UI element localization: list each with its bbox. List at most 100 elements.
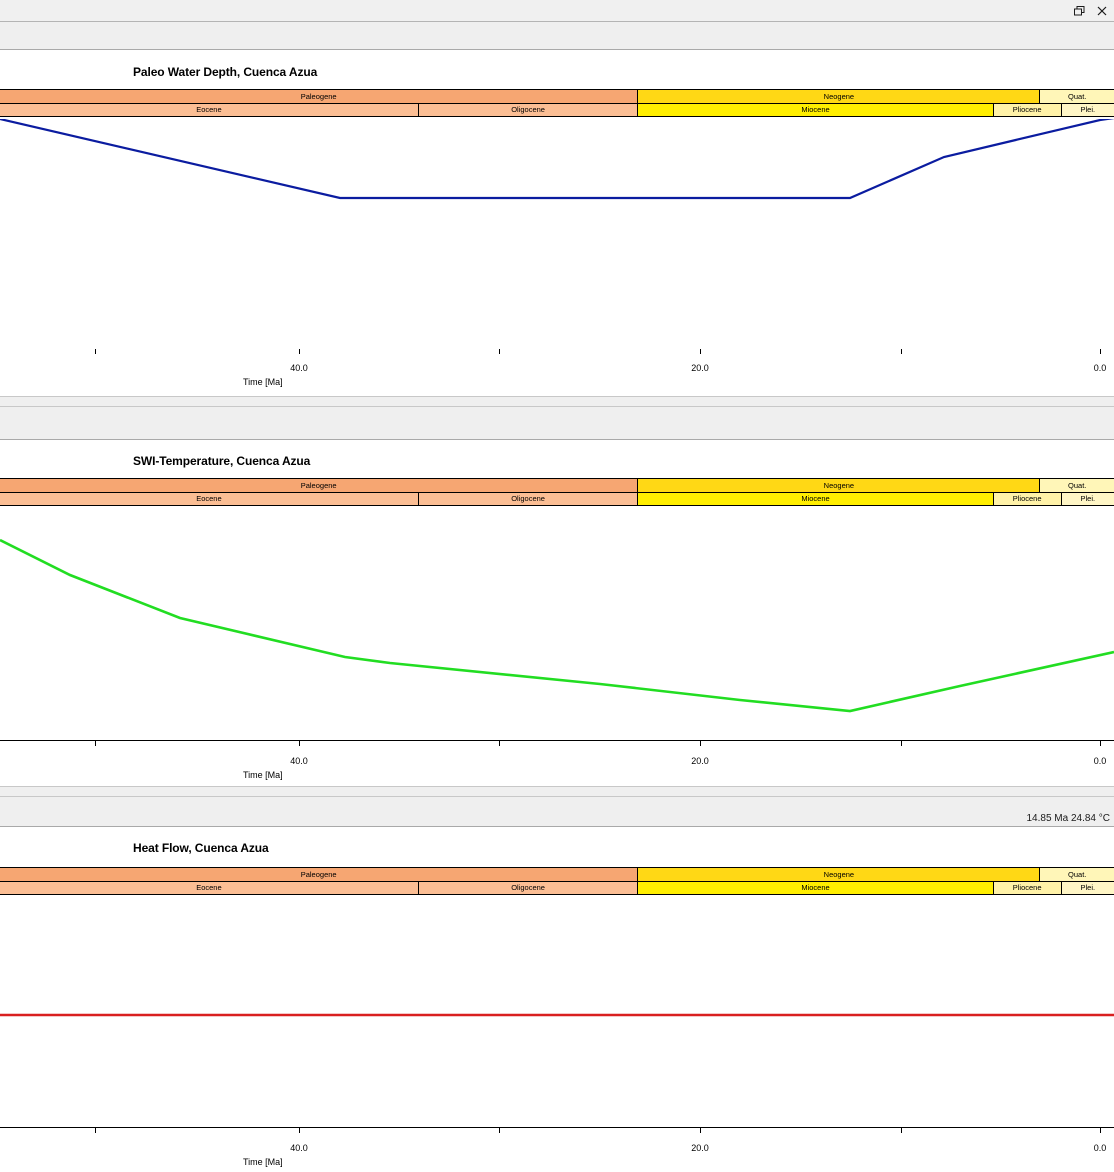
chrono-cell-label: Plei. [1080, 494, 1096, 504]
chrono-cell-eocene[interactable]: Eocene [0, 493, 419, 505]
chrono-cell-paleogene[interactable]: Paleogene [0, 90, 639, 103]
chrono-cell-quat[interactable]: Quat. [1040, 90, 1114, 103]
x-tick-label: 20.0 [691, 363, 709, 373]
chrono-cell-label: Miocene [801, 883, 830, 893]
x-tick-label: 0.0 [1093, 756, 1107, 766]
pwd-curve-svg [0, 119, 1114, 200]
chrono-cell-label: Neogene [823, 91, 855, 101]
chrono-cell-label: Paleogene [300, 91, 337, 101]
x-axis-title-pwd: Time [Ma] [243, 377, 283, 387]
chrono-cell-quat[interactable]: Quat. [1040, 868, 1114, 881]
chrono-cell-neogene[interactable]: Neogene [638, 479, 1041, 492]
chrono-cell-plei[interactable]: Plei. [1061, 882, 1114, 894]
panel-title-swi-temperature: SWI-Temperature, Cuenca Azua [133, 454, 311, 468]
plot-area-heat-flow[interactable] [0, 897, 1114, 1135]
chronostratigraphy-bar-swi: Paleogene Neogene Quat. Eocene Oligocene Mio… [0, 478, 1114, 506]
chrono-cell-paleogene[interactable]: Paleogene [0, 479, 639, 492]
chrono-cell-miocene[interactable]: Miocene [638, 104, 994, 116]
chrono-cell-label: Quat. [1068, 869, 1087, 879]
chrono-period-row: Paleogene Neogene Quat. [0, 90, 1114, 103]
chrono-epoch-row: Eocene Oligocene Miocene Pliocene Plei. [0, 492, 1114, 505]
swi-curve-svg [0, 538, 1114, 713]
chrono-cell-label: Plei. [1080, 105, 1096, 115]
chrono-cell-label: Neogene [823, 480, 855, 490]
chrono-cell-oligocene[interactable]: Oligocene [418, 882, 639, 894]
chrono-cell-plei[interactable]: Plei. [1061, 493, 1114, 505]
chronostratigraphy-bar-hf: Paleogene Neogene Quat. Eocene Oligocene Mio… [0, 867, 1114, 895]
heatflow-curve-svg [0, 1013, 1114, 1017]
x-tick-label: 40.0 [290, 1143, 308, 1153]
x-tick-label: 40.0 [290, 756, 308, 766]
x-tick-label: 20.0 [691, 756, 709, 766]
x-tick-label: 0.0 [1093, 363, 1107, 373]
x-axis-paleo-water-depth: 40.0 20.0 0.0 Time [Ma] [0, 349, 1114, 391]
x-axis-ticks-hf [0, 1127, 1114, 1133]
x-tick-label: 20.0 [691, 1143, 709, 1153]
chrono-cell-oligocene[interactable]: Oligocene [418, 104, 639, 116]
chrono-cell-pliocene[interactable]: Pliocene [993, 104, 1062, 116]
chrono-cell-eocene[interactable]: Eocene [0, 104, 419, 116]
chrono-cell-label: Paleogene [300, 480, 337, 490]
chrono-cell-label: Pliocene [1012, 883, 1042, 893]
chrono-cell-miocene[interactable]: Miocene [638, 882, 994, 894]
plot-area-paleo-water-depth[interactable] [0, 119, 1114, 349]
x-axis-ticks-pwd [95, 349, 1101, 354]
separator-divider [0, 796, 1114, 797]
chrono-cell-pliocene[interactable]: Pliocene [993, 493, 1062, 505]
chrono-cell-quat[interactable]: Quat. [1040, 479, 1114, 492]
chrono-period-row: Paleogene Neogene Quat. [0, 868, 1114, 881]
x-axis-title-hf: Time [Ma] [243, 1157, 283, 1167]
restore-window-icon[interactable] [1073, 5, 1086, 18]
chrono-epoch-row: Eocene Oligocene Miocene Pliocene Plei. [0, 881, 1114, 894]
panel-title-paleo-water-depth: Paleo Water Depth, Cuenca Azua [133, 65, 318, 79]
pwd-curve [0, 119, 1114, 200]
chrono-cell-label: Eocene [196, 105, 222, 115]
chrono-cell-label: Quat. [1068, 480, 1087, 490]
panel-paleo-water-depth: Paleo Water Depth, Cuenca Azua Paleogene… [0, 51, 1114, 396]
panel-heat-flow: Heat Flow, Cuenca Azua Paleogene Neogene Q… [0, 827, 1114, 1172]
chrono-cell-plei[interactable]: Plei. [1061, 104, 1114, 116]
chrono-cell-label: Neogene [823, 869, 855, 879]
chrono-epoch-row: Eocene Oligocene Miocene Pliocene Plei. [0, 103, 1114, 116]
chrono-cell-label: Pliocene [1012, 494, 1042, 504]
x-axis-ticks-swi [0, 740, 1114, 746]
chrono-cell-neogene[interactable]: Neogene [638, 90, 1041, 103]
chrono-cell-label: Oligocene [511, 105, 545, 115]
chrono-cell-label: Oligocene [511, 494, 545, 504]
window-controls [1073, 2, 1108, 20]
x-axis-title-swi: Time [Ma] [243, 770, 283, 780]
panel-separator-1 [0, 396, 1114, 440]
panel-swi-temperature: SWI-Temperature, Cuenca Azua Paleogene Ne… [0, 440, 1114, 786]
x-axis-heat-flow: 40.0 20.0 0.0 Time [Ma] [0, 1127, 1114, 1169]
panel-title-heat-flow: Heat Flow, Cuenca Azua [133, 841, 269, 855]
chronostratigraphy-bar-pwd: Paleogene Neogene Quat. Eocene Oligocene Mio… [0, 89, 1114, 117]
swi-curve [0, 538, 1114, 713]
chrono-cell-pliocene[interactable]: Pliocene [993, 882, 1062, 894]
plot-area-swi-temperature[interactable] [0, 508, 1114, 747]
cursor-readout: 14.85 Ma 24.84 °C [1026, 813, 1111, 824]
chrono-cell-label: Miocene [801, 105, 830, 115]
chrono-cell-label: Plei. [1080, 883, 1096, 893]
window-titlebar [0, 0, 1114, 22]
separator-divider [0, 406, 1114, 407]
chrono-cell-neogene[interactable]: Neogene [638, 868, 1041, 881]
chrono-cell-label: Pliocene [1012, 105, 1042, 115]
x-axis-swi-temperature: 40.0 20.0 0.0 Time [Ma] [0, 740, 1114, 782]
chrono-cell-oligocene[interactable]: Oligocene [418, 493, 639, 505]
chrono-cell-label: Quat. [1068, 91, 1087, 101]
chrono-cell-label: Miocene [801, 494, 830, 504]
x-tick-label: 40.0 [290, 363, 308, 373]
chrono-cell-miocene[interactable]: Miocene [638, 493, 994, 505]
chrono-period-row: Paleogene Neogene Quat. [0, 479, 1114, 492]
chrono-cell-label: Eocene [196, 494, 222, 504]
panel-separator-2: 14.85 Ma 24.84 °C [0, 786, 1114, 827]
close-window-icon[interactable] [1095, 5, 1108, 18]
chrono-cell-label: Eocene [196, 883, 222, 893]
chrono-cell-paleogene[interactable]: Paleogene [0, 868, 639, 881]
toolbar-band [0, 22, 1114, 50]
chrono-cell-eocene[interactable]: Eocene [0, 882, 419, 894]
chrono-cell-label: Oligocene [511, 883, 545, 893]
x-tick-label: 0.0 [1093, 1143, 1107, 1153]
chrono-cell-label: Paleogene [300, 869, 337, 879]
